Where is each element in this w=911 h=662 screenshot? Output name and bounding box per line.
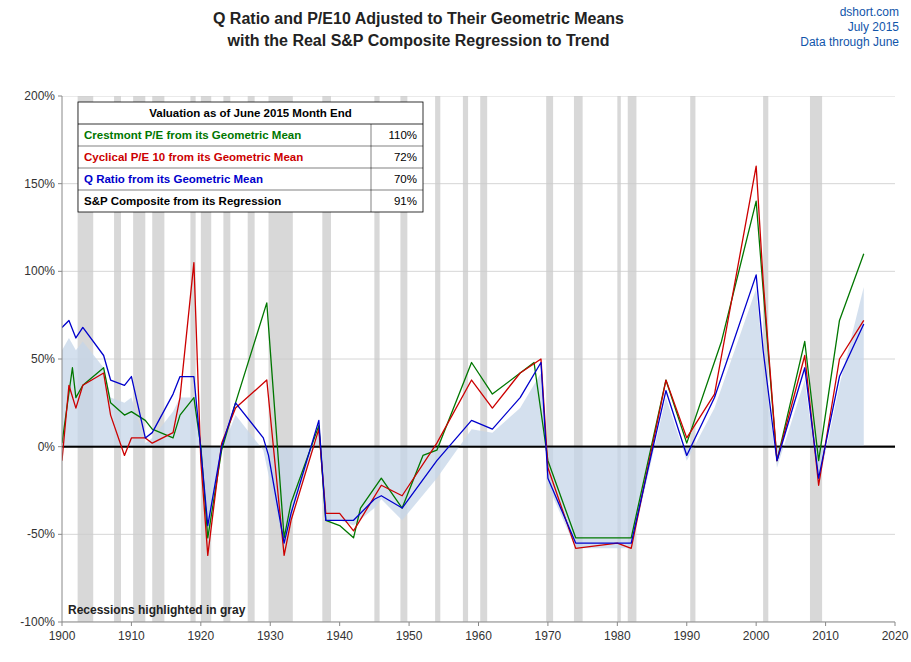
legend-value: 110%: [388, 129, 417, 141]
x-tick-label: 2020: [882, 629, 909, 643]
x-tick-label: 1960: [465, 629, 492, 643]
x-tick-label: 1930: [257, 629, 284, 643]
grid-line: [62, 96, 895, 97]
x-tick: [895, 622, 896, 626]
x-tick: [339, 622, 340, 626]
x-tick-label: 1940: [326, 629, 353, 643]
legend-value: 91%: [394, 195, 417, 207]
x-tick: [478, 622, 479, 626]
x-tick-label: 1900: [49, 629, 76, 643]
y-tick: [58, 446, 62, 447]
chart: Q Ratio and P/E10 Adjusted to Their Geom…: [0, 0, 911, 662]
x-tick: [825, 622, 826, 626]
y-tick: [58, 359, 62, 360]
y-tick: [58, 534, 62, 535]
y-tick-label: 200%: [24, 89, 55, 103]
grid-line: [62, 271, 895, 272]
x-tick: [62, 622, 63, 626]
line-series: [62, 166, 864, 555]
title: Q Ratio and P/E10 Adjusted to Their Geom…: [213, 10, 624, 27]
x-tick-label: 1970: [535, 629, 562, 643]
legend-label: S&P Composite from its Regression: [84, 195, 281, 207]
credit: Data through June: [800, 35, 899, 49]
y-tick-label: 0%: [38, 440, 56, 454]
zero-line: [62, 446, 895, 448]
x-tick-label: 1980: [604, 629, 631, 643]
x-tick: [409, 622, 410, 626]
y-tick: [58, 622, 62, 623]
y-tick-label: 100%: [24, 264, 55, 278]
y-tick-label: 150%: [24, 177, 55, 191]
note: Recessions highlighted in gray: [68, 603, 246, 617]
x-tick: [270, 622, 271, 626]
legend-label: Cyclical P/E 10 from its Geometric Mean: [84, 151, 303, 163]
x-tick: [547, 622, 548, 626]
x-tick: [756, 622, 757, 626]
x-tick: [131, 622, 132, 626]
x-tick-label: 2010: [812, 629, 839, 643]
legend-label: Crestmont P/E from its Geometric Mean: [84, 129, 301, 141]
legend-value: 70%: [394, 173, 417, 185]
y-tick-label: -100%: [20, 615, 55, 629]
area-series: [62, 287, 864, 548]
legend-separator: [78, 146, 423, 147]
x-tick: [200, 622, 201, 626]
credit: dshort.com: [840, 5, 899, 19]
grid-line: [62, 359, 895, 360]
x-tick: [686, 622, 687, 626]
credit: July 2015: [848, 20, 900, 34]
y-tick-label: 50%: [31, 352, 55, 366]
legend-label: Q Ratio from its Geometric Mean: [84, 173, 263, 185]
plot-area: [62, 96, 895, 622]
y-tick-label: -50%: [27, 527, 55, 541]
line-series: [62, 275, 864, 543]
x-tick: [617, 622, 618, 626]
subtitle: with the Real S&P Composite Regression t…: [227, 32, 610, 49]
x-tick-label: 2000: [743, 629, 770, 643]
zero-line: [62, 446, 895, 448]
x-tick-label: 1910: [118, 629, 145, 643]
legend: Valuation as of June 2015 Month End Crest…: [78, 102, 423, 212]
legend-box: [78, 102, 423, 212]
x-tick-label: 1920: [187, 629, 214, 643]
grid-line: [62, 622, 895, 623]
y-tick: [58, 183, 62, 184]
x-tick-label: 1950: [396, 629, 423, 643]
y-tick: [58, 271, 62, 272]
legend-separator: [78, 190, 423, 191]
legend-value: 72%: [394, 151, 417, 163]
grid-line: [62, 534, 895, 535]
y-tick: [58, 96, 62, 97]
x-tick-label: 1990: [673, 629, 700, 643]
legend-separator: [78, 168, 423, 169]
legend-title: Valuation as of June 2015 Month End: [149, 107, 352, 119]
